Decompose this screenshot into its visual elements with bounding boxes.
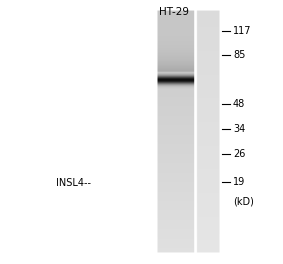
Text: (kD): (kD) (233, 197, 254, 207)
Text: 48: 48 (233, 100, 245, 109)
Text: HT-29: HT-29 (159, 7, 189, 17)
Text: INSL4--: INSL4-- (56, 178, 91, 188)
Text: 34: 34 (233, 124, 245, 134)
Text: 117: 117 (233, 26, 252, 36)
Text: 19: 19 (233, 177, 245, 187)
Text: 26: 26 (233, 149, 245, 159)
Text: 85: 85 (233, 50, 245, 59)
